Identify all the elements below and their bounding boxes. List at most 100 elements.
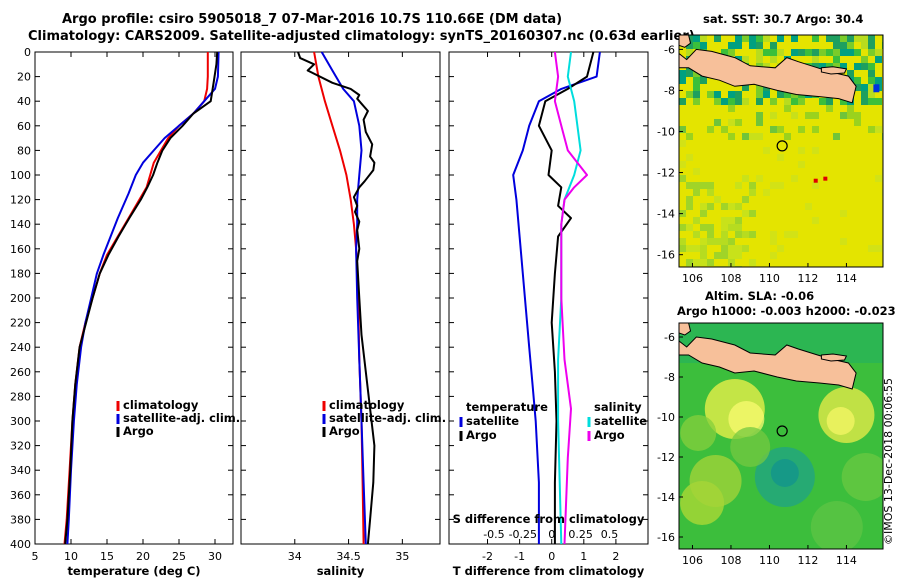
sst-pixel [728,259,735,266]
series-line-temperature-argo [537,51,595,544]
sst-pixel [742,35,749,42]
sst-pixel [840,210,847,217]
y-tick-label: 20 [17,71,31,84]
y-tick-label: 100 [10,169,31,182]
map-x-tick-label: 114 [836,272,857,285]
map-x-tick-label: 108 [720,272,741,285]
map-x-tick-label: 106 [682,554,703,567]
sst-pixel [707,259,714,266]
sst-pixel [812,56,819,63]
sst-pixel [742,231,749,238]
sla-anomaly-blob [810,501,863,549]
sst-pixel [791,49,798,56]
sst-pixel [679,175,686,182]
x-tick-label: 1 [580,550,587,563]
sst-pixel [728,91,735,98]
sst-pixel [728,119,735,126]
sst-pixel [700,224,707,231]
sst-pixel [868,84,875,91]
sst-pixel [847,35,854,42]
sst-pixel [693,259,700,266]
sst-pixel [700,182,707,189]
sst-pixel [756,112,763,119]
sst-pixel [840,98,847,105]
sst-pixel [756,119,763,126]
sst-pixel [791,231,798,238]
sst-pixel [840,35,847,42]
legend-label: Argo [594,428,625,442]
sst-pixel [812,63,819,70]
sst-pixel [756,56,763,63]
y-tick-label: 260 [10,366,31,379]
sst-pixel [693,91,700,98]
sst-pixel [833,42,840,49]
y-tick-label: 200 [10,292,31,305]
sst-pixel [693,77,700,84]
series-line-salinity-argo [553,51,588,545]
sst-pixel [840,49,847,56]
sst-pixel [693,70,700,77]
sst-pixel [742,98,749,105]
sst-pixel [749,133,756,140]
chart-panel-3: -2 -1 0 1 2T difference from climatology temp… [448,51,649,578]
y-tick-label: 0 [24,46,31,59]
sst-pixel [686,203,693,210]
chart-panel-2: 34 34.5 35 salinity climatologysatellite-adj… [240,51,446,578]
sst-pixel [721,217,728,224]
sst-pixel [875,77,882,84]
legend-title-salinity: salinity [594,400,642,414]
sst-pixel [833,56,840,63]
sst-pixel [868,98,875,105]
sst-pixel [686,42,693,49]
sst-pixel [840,42,847,49]
sst-pixel [763,189,770,196]
sst-pixel [735,182,742,189]
plot-frame [34,51,234,545]
sst-pixel [749,42,756,49]
sst-pixel [735,91,742,98]
x2-tick-label: 0 [548,528,555,541]
sst-pixel [770,126,777,133]
sst-pixel [812,217,819,224]
sst-pixel [728,105,735,112]
sla-map-title-2: Argo h1000: -0.003 h2000: -0.023 [677,304,896,318]
sla-anomaly-blob [826,407,855,435]
sst-pixel [686,49,693,56]
series-line-argo [297,51,376,545]
x-tick-label: -2 [482,550,493,563]
sst-pixel [861,63,868,70]
sst-pixel [742,210,749,217]
madura-island [820,353,848,362]
sst-pixel [784,98,791,105]
sst-pixel [784,91,791,98]
sst-pixel [735,245,742,252]
series-line-satellite-adj-clim- [320,51,367,545]
sst-pixel [770,112,777,119]
sst-pixel [728,42,735,49]
sst-pixel [868,91,875,98]
y-tick-label: 60 [17,120,31,133]
sst-pixel [756,84,763,91]
sst-pixel [756,91,763,98]
sst-pixel [854,77,861,84]
sst-pixel [679,140,686,147]
sst-map-title: sat. SST: 30.7 Argo: 30.4 [703,12,864,26]
sst-pixel [700,238,707,245]
sst-pixel [840,63,847,70]
sst-pixel [728,238,735,245]
sst-pixel [861,35,868,42]
sla-map-title-1: Altim. SLA: -0.06 [705,289,815,303]
sst-pixel [693,168,700,175]
sst-pixel [728,49,735,56]
sst-pixel [777,245,784,252]
sst-pixel [819,63,826,70]
sst-pixel [791,112,798,119]
sst-pixel [861,91,868,98]
sst-pixel [854,119,861,126]
legend-label: Argo [123,424,154,438]
sst-map: 106 108 110 112 114 -6 -8 -10 -12 -14 -16 [657,34,884,285]
sst-pixel [700,35,707,42]
x-tick-label: 2 [612,550,619,563]
sst-pixel [707,91,714,98]
sst-pixel [777,91,784,98]
